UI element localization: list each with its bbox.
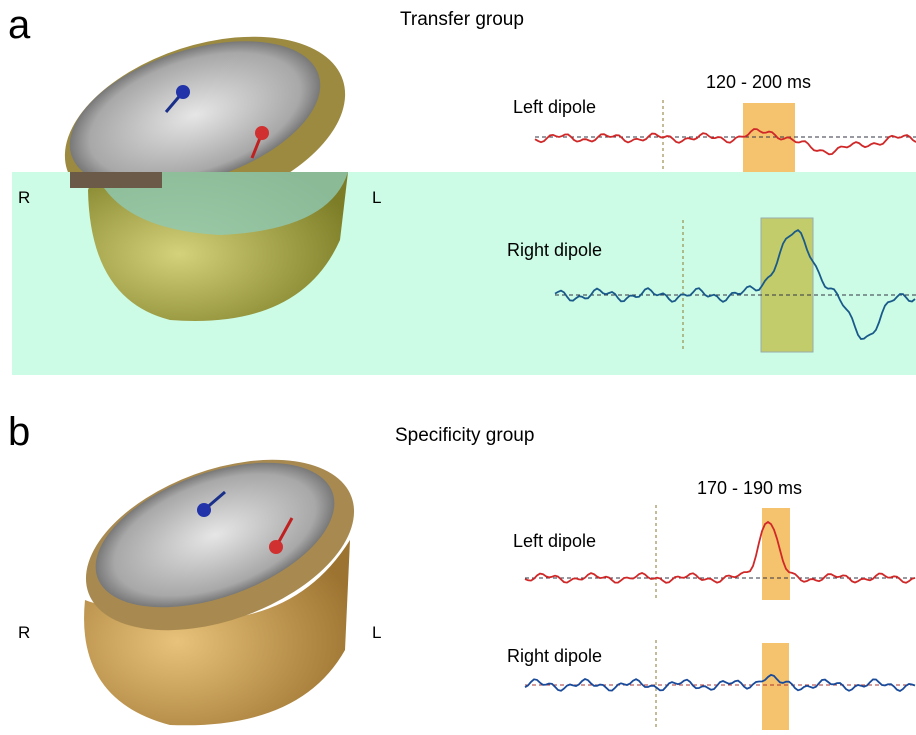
trace-label: Left dipole (513, 97, 596, 117)
side-label: L (372, 188, 381, 207)
trace-label: Right dipole (507, 646, 602, 666)
side-label: R (18, 623, 30, 642)
side-label: R (18, 188, 30, 207)
side-label: L (372, 623, 381, 642)
waveform (535, 129, 916, 154)
window-box (762, 508, 790, 600)
window-box (762, 643, 789, 730)
waveform (525, 675, 915, 691)
trace-label: Right dipole (507, 240, 602, 260)
panel-title: Transfer group (400, 9, 524, 30)
time-window: 120 - 200 ms (706, 72, 811, 92)
panel-title: Specificity group (395, 425, 534, 446)
trace-label: Left dipole (513, 531, 596, 551)
panel-label: b (8, 410, 30, 454)
panel-label: a (8, 3, 31, 47)
head-b (63, 427, 377, 726)
figure: a Transfer group R L 120 - 200 ms Left d… (0, 0, 916, 735)
time-window: 170 - 190 ms (697, 478, 802, 498)
